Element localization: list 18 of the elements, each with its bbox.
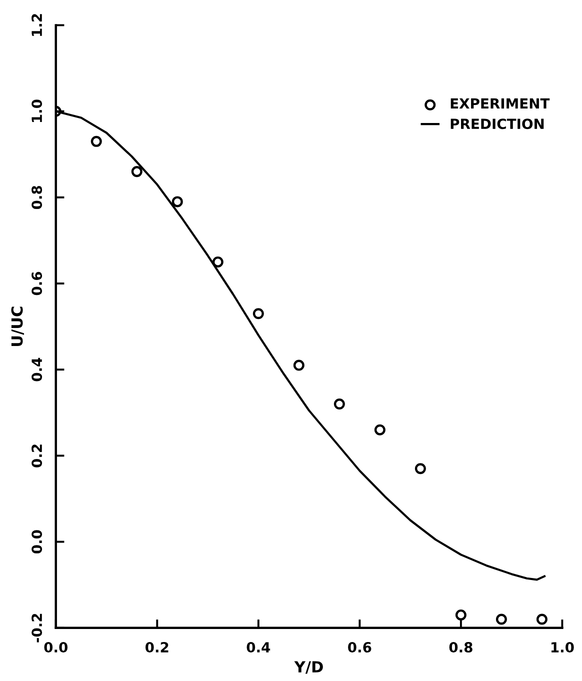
x-tick-label: 0.8 (449, 642, 472, 653)
x-tick-label: 1.0 (551, 642, 574, 653)
x-axis-title: Y/D (294, 661, 323, 674)
y-tick-label: 0.6 (32, 272, 42, 296)
y-tick-label: 0.0 (32, 530, 42, 554)
legend-label: EXPERIMENT (450, 98, 550, 109)
x-tick-label: 0.4 (246, 642, 270, 653)
y-tick-label: 0.4 (32, 358, 42, 382)
x-tick-label: 0.2 (146, 642, 168, 653)
y-tick-label: -0.2 (32, 614, 42, 642)
y-tick-label: 1.0 (32, 100, 42, 122)
legend-label: PREDICTION (450, 118, 544, 130)
y-tick-label: 0.2 (32, 444, 42, 468)
x-tick-label: 0.0 (44, 642, 68, 653)
y-tick-label: 1.2 (32, 14, 42, 36)
y-tick-label: 0.8 (32, 186, 42, 210)
x-tick-label: 0.6 (348, 642, 372, 653)
y-axis-title: U/UC (11, 306, 24, 346)
